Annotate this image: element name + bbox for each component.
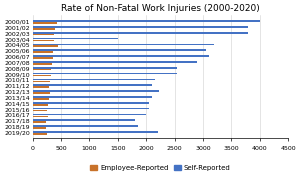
- Bar: [33, 121, 46, 123]
- Bar: [33, 108, 149, 109]
- Bar: [33, 51, 53, 53]
- Bar: [33, 22, 57, 24]
- Bar: [33, 34, 54, 36]
- Bar: [33, 79, 155, 80]
- Bar: [33, 81, 50, 82]
- Bar: [33, 110, 47, 111]
- Bar: [33, 84, 152, 86]
- Bar: [33, 69, 51, 70]
- Legend: Employee-Reported, Self-Reported: Employee-Reported, Self-Reported: [88, 162, 233, 174]
- Bar: [33, 38, 118, 39]
- Bar: [33, 40, 54, 41]
- Bar: [33, 119, 135, 121]
- Bar: [33, 104, 48, 106]
- Bar: [33, 133, 47, 135]
- Bar: [33, 45, 58, 47]
- Bar: [33, 61, 197, 63]
- Bar: [33, 127, 46, 129]
- Bar: [33, 67, 177, 69]
- Bar: [33, 96, 152, 98]
- Bar: [33, 90, 159, 92]
- Bar: [33, 131, 158, 133]
- Bar: [33, 57, 52, 59]
- Bar: [33, 102, 149, 104]
- Bar: [33, 55, 208, 57]
- Bar: [33, 116, 48, 117]
- Bar: [33, 28, 55, 30]
- Bar: [33, 114, 146, 115]
- Bar: [33, 49, 206, 51]
- Bar: [33, 92, 50, 94]
- Bar: [33, 98, 49, 100]
- Bar: [33, 32, 248, 33]
- Bar: [33, 75, 51, 76]
- Bar: [33, 125, 138, 127]
- Bar: [33, 73, 177, 74]
- Bar: [33, 63, 52, 65]
- Bar: [33, 20, 260, 22]
- Title: Rate of Non-Fatal Work Injuries (2000-2020): Rate of Non-Fatal Work Injuries (2000-20…: [61, 4, 260, 13]
- Bar: [33, 86, 49, 88]
- Bar: [33, 44, 214, 45]
- Bar: [33, 26, 248, 28]
